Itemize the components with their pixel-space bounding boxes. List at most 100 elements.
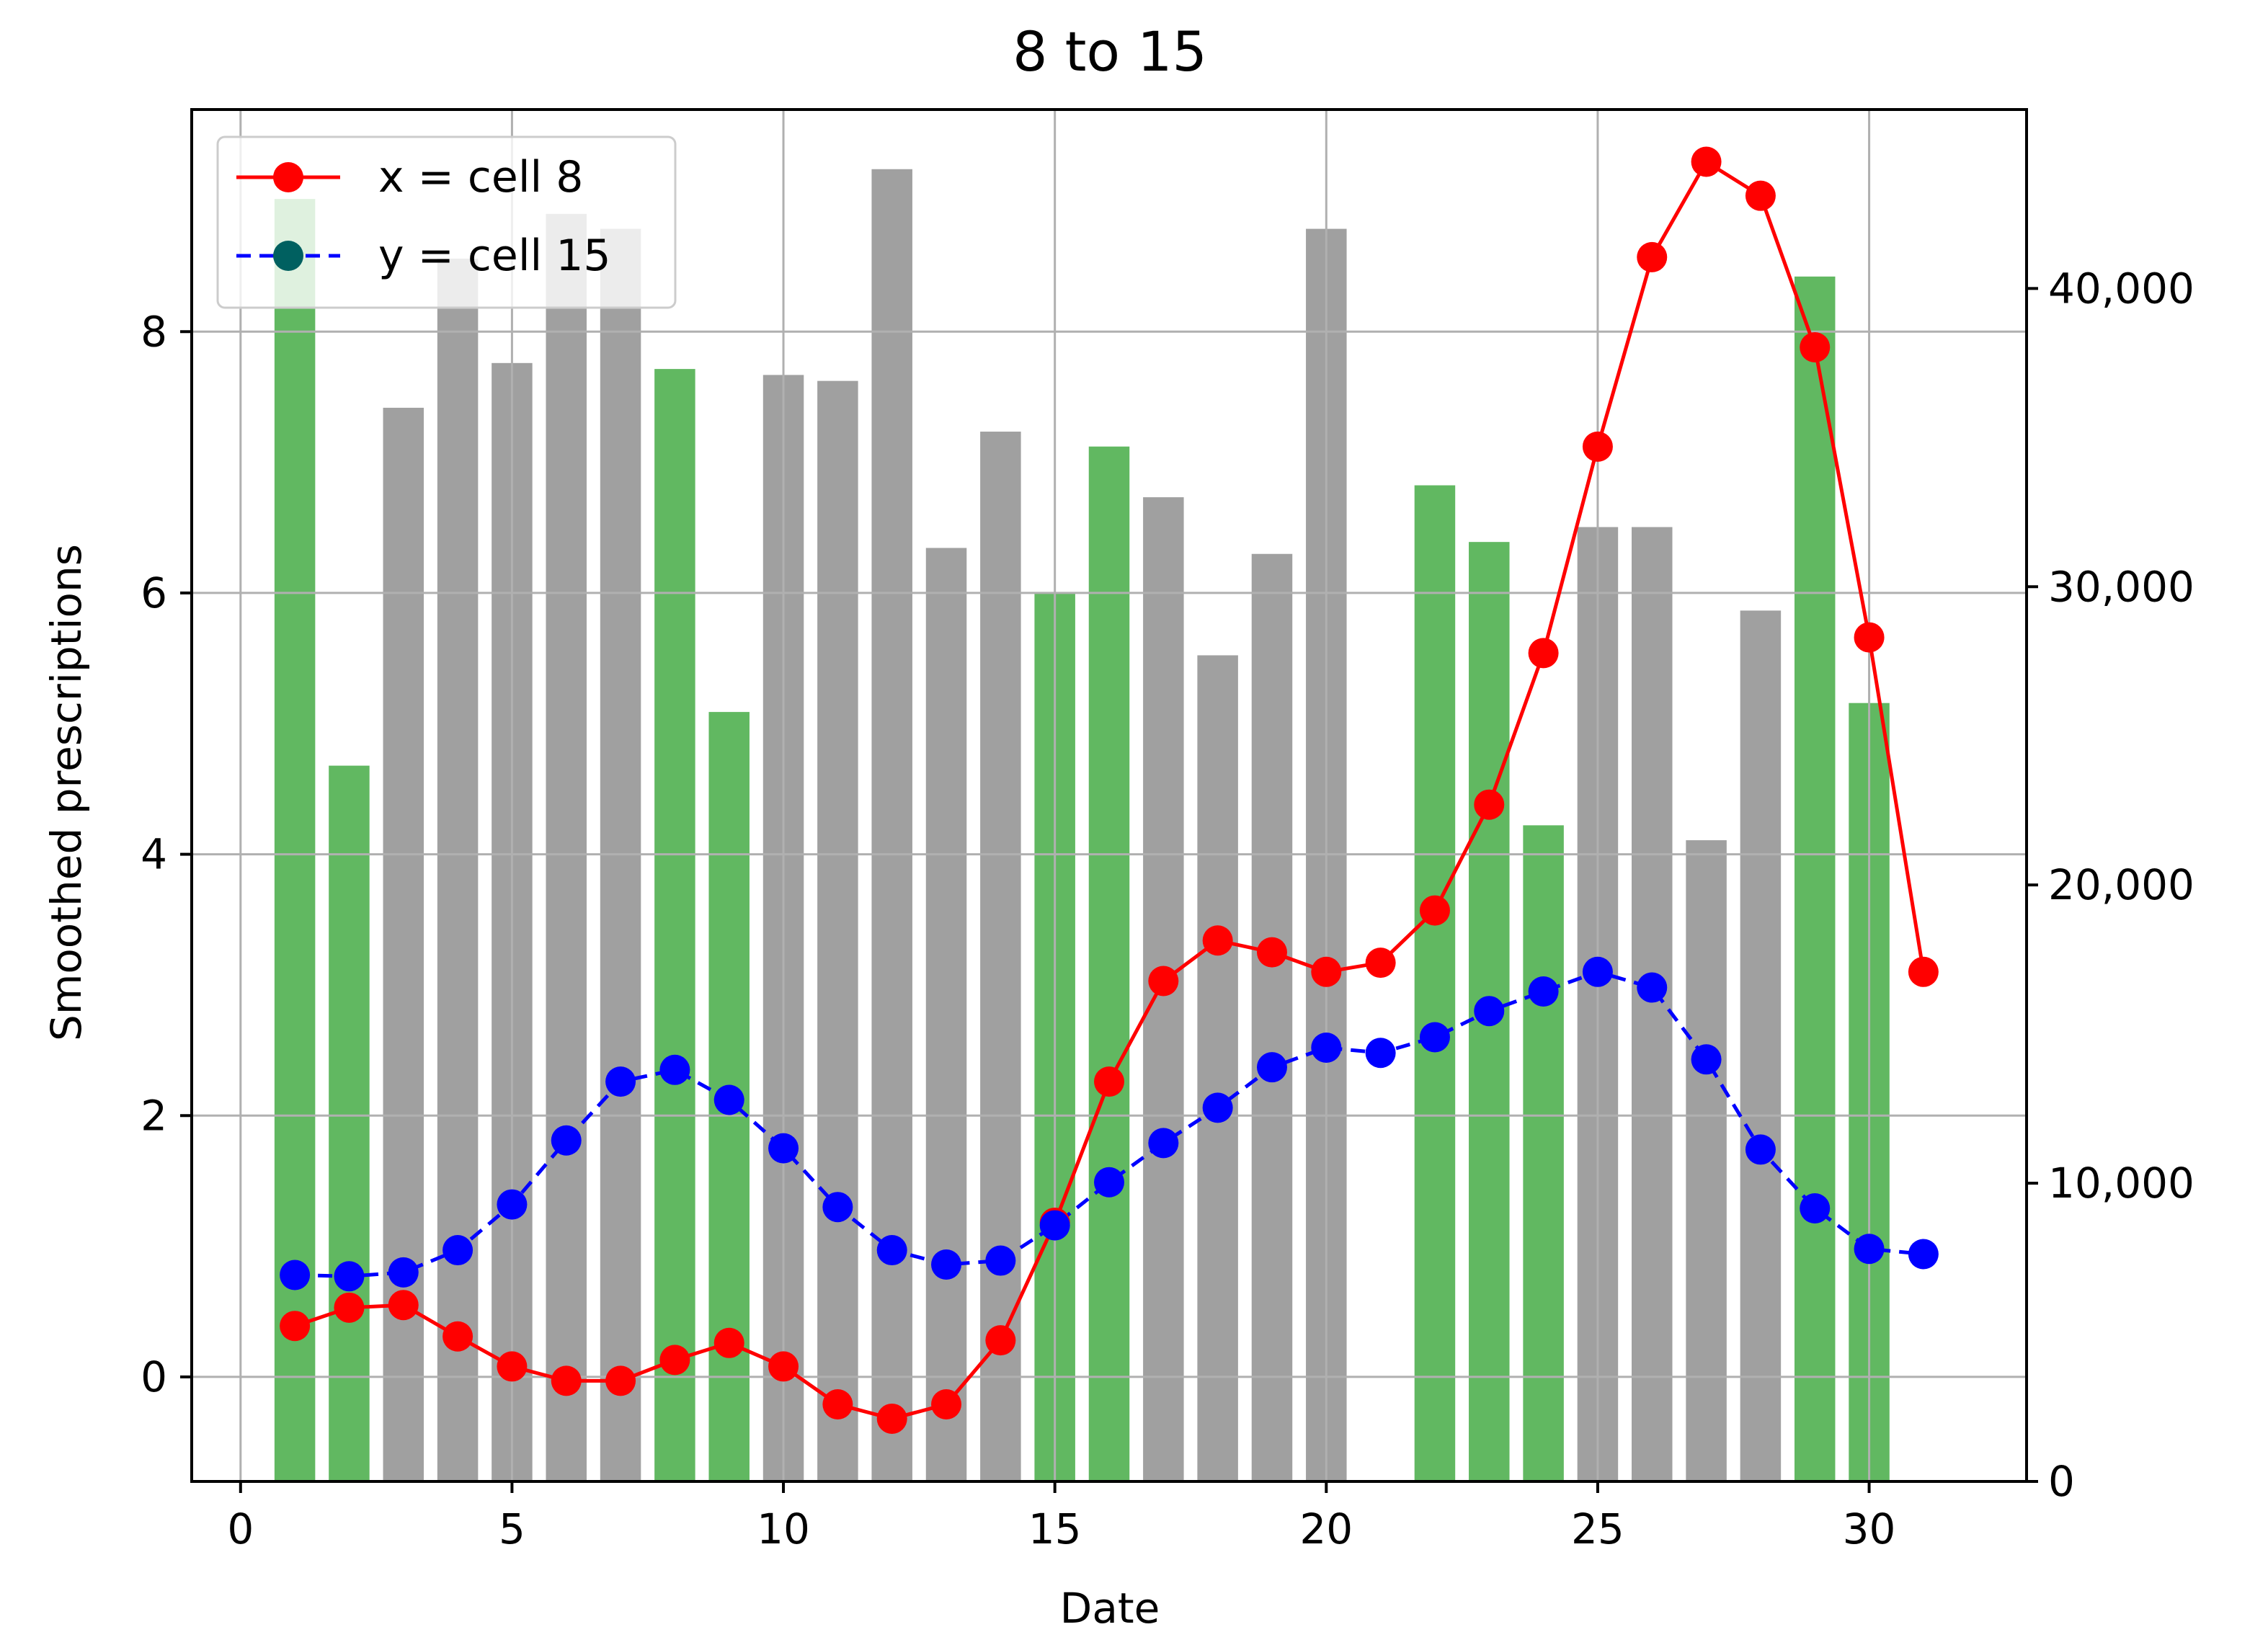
data-point <box>1202 1092 1233 1123</box>
data-point <box>1854 1234 1885 1265</box>
axes-layer: 0 5 10 15 20 25 30 0 2 4 6 8 0 10,000 20,000 30,000 40,0… <box>141 264 2194 1553</box>
data-point <box>713 1084 744 1115</box>
bar <box>329 765 370 1481</box>
data-point <box>822 1192 853 1223</box>
bar <box>925 548 967 1481</box>
data-point <box>768 1351 799 1382</box>
lines-layer <box>280 146 1939 1434</box>
data-point <box>1691 146 1722 177</box>
data-point <box>388 1257 419 1288</box>
data-point <box>931 1249 962 1280</box>
bar <box>1794 276 1836 1482</box>
data-point <box>931 1389 962 1420</box>
data-point <box>1637 241 1668 272</box>
x-tick-label: 20 <box>1299 1504 1353 1553</box>
data-point <box>605 1066 636 1097</box>
data-point <box>1256 1052 1287 1083</box>
data-point <box>1474 789 1505 820</box>
data-point <box>1256 937 1287 968</box>
y-axis-label: Smoothed prescriptions <box>42 544 91 1041</box>
data-point <box>334 1292 365 1323</box>
data-point <box>1854 622 1885 653</box>
data-point <box>1528 638 1559 669</box>
data-point <box>1745 1134 1776 1165</box>
data-point <box>1094 1167 1124 1198</box>
data-point <box>659 1345 690 1376</box>
bar <box>654 369 695 1481</box>
x-axis-label: Date <box>1060 1584 1160 1633</box>
bar <box>1251 553 1293 1481</box>
plot-frame <box>190 108 2028 1483</box>
data-point <box>1908 956 1939 987</box>
data-point <box>551 1365 582 1396</box>
data-point <box>822 1389 853 1420</box>
legend-label-x: x = cell 8 <box>378 152 583 202</box>
chart-title: 8 to 15 <box>1013 19 1207 84</box>
data-point <box>1202 925 1233 956</box>
data-point <box>1691 1044 1722 1075</box>
data-point <box>1148 1128 1179 1159</box>
data-point <box>876 1403 907 1434</box>
bar <box>871 169 912 1482</box>
x-tick-label: 5 <box>499 1504 525 1553</box>
data-point <box>1637 972 1668 1003</box>
x-tick-label: 30 <box>1843 1504 1896 1553</box>
bar <box>437 258 479 1481</box>
y2-tick-label: 40,000 <box>2048 264 2194 313</box>
bar <box>1632 527 1673 1481</box>
x-tick-label: 0 <box>227 1504 254 1553</box>
y2-tick-label: 20,000 <box>2048 860 2194 909</box>
legend: x = cell 8 y = cell 15 <box>216 135 677 309</box>
bar <box>1740 610 1782 1481</box>
y2-tick-label: 0 <box>2048 1457 2075 1506</box>
data-point <box>1528 976 1559 1007</box>
data-point <box>1365 948 1396 978</box>
data-point <box>1365 1038 1396 1069</box>
legend-marker-y <box>273 241 303 271</box>
data-point <box>1148 966 1179 997</box>
bar <box>383 407 424 1481</box>
y-tick-label: 2 <box>141 1091 167 1140</box>
data-point <box>768 1133 799 1164</box>
data-point <box>443 1235 473 1266</box>
data-point <box>1311 1032 1342 1063</box>
legend-marker-x <box>273 162 303 192</box>
data-point <box>1311 956 1342 987</box>
data-point <box>1474 996 1505 1027</box>
bar <box>1197 655 1238 1481</box>
y-tick-label: 8 <box>141 307 167 356</box>
data-point <box>659 1054 690 1085</box>
data-point <box>1582 431 1613 462</box>
bar <box>1414 485 1456 1481</box>
data-point <box>1800 332 1831 363</box>
x-tick-label: 10 <box>757 1504 810 1553</box>
y-tick-label: 4 <box>141 830 167 879</box>
bar <box>1686 840 1727 1481</box>
bar <box>1523 825 1564 1481</box>
data-point <box>876 1235 907 1266</box>
bar <box>980 432 1021 1481</box>
legend-box <box>216 135 677 309</box>
bar <box>546 213 587 1481</box>
legend-label-y: y = cell 15 <box>378 231 611 281</box>
y-tick-label: 6 <box>141 569 167 618</box>
data-point <box>497 1189 528 1220</box>
data-point <box>1908 1239 1939 1270</box>
data-point <box>443 1321 473 1352</box>
y2-tick-label: 10,000 <box>2048 1159 2194 1208</box>
data-point <box>551 1125 582 1156</box>
data-point <box>1094 1066 1124 1097</box>
x-tick-label: 25 <box>1571 1504 1624 1553</box>
data-point <box>605 1365 636 1396</box>
y2-tick-label: 30,000 <box>2048 562 2194 611</box>
data-point <box>497 1351 528 1382</box>
data-point <box>1419 895 1450 926</box>
data-point <box>985 1245 1016 1276</box>
data-point <box>334 1261 365 1292</box>
bar <box>1088 446 1130 1482</box>
y-tick-label: 0 <box>141 1352 167 1401</box>
data-point <box>713 1327 744 1358</box>
grid-layer <box>192 110 2027 1481</box>
